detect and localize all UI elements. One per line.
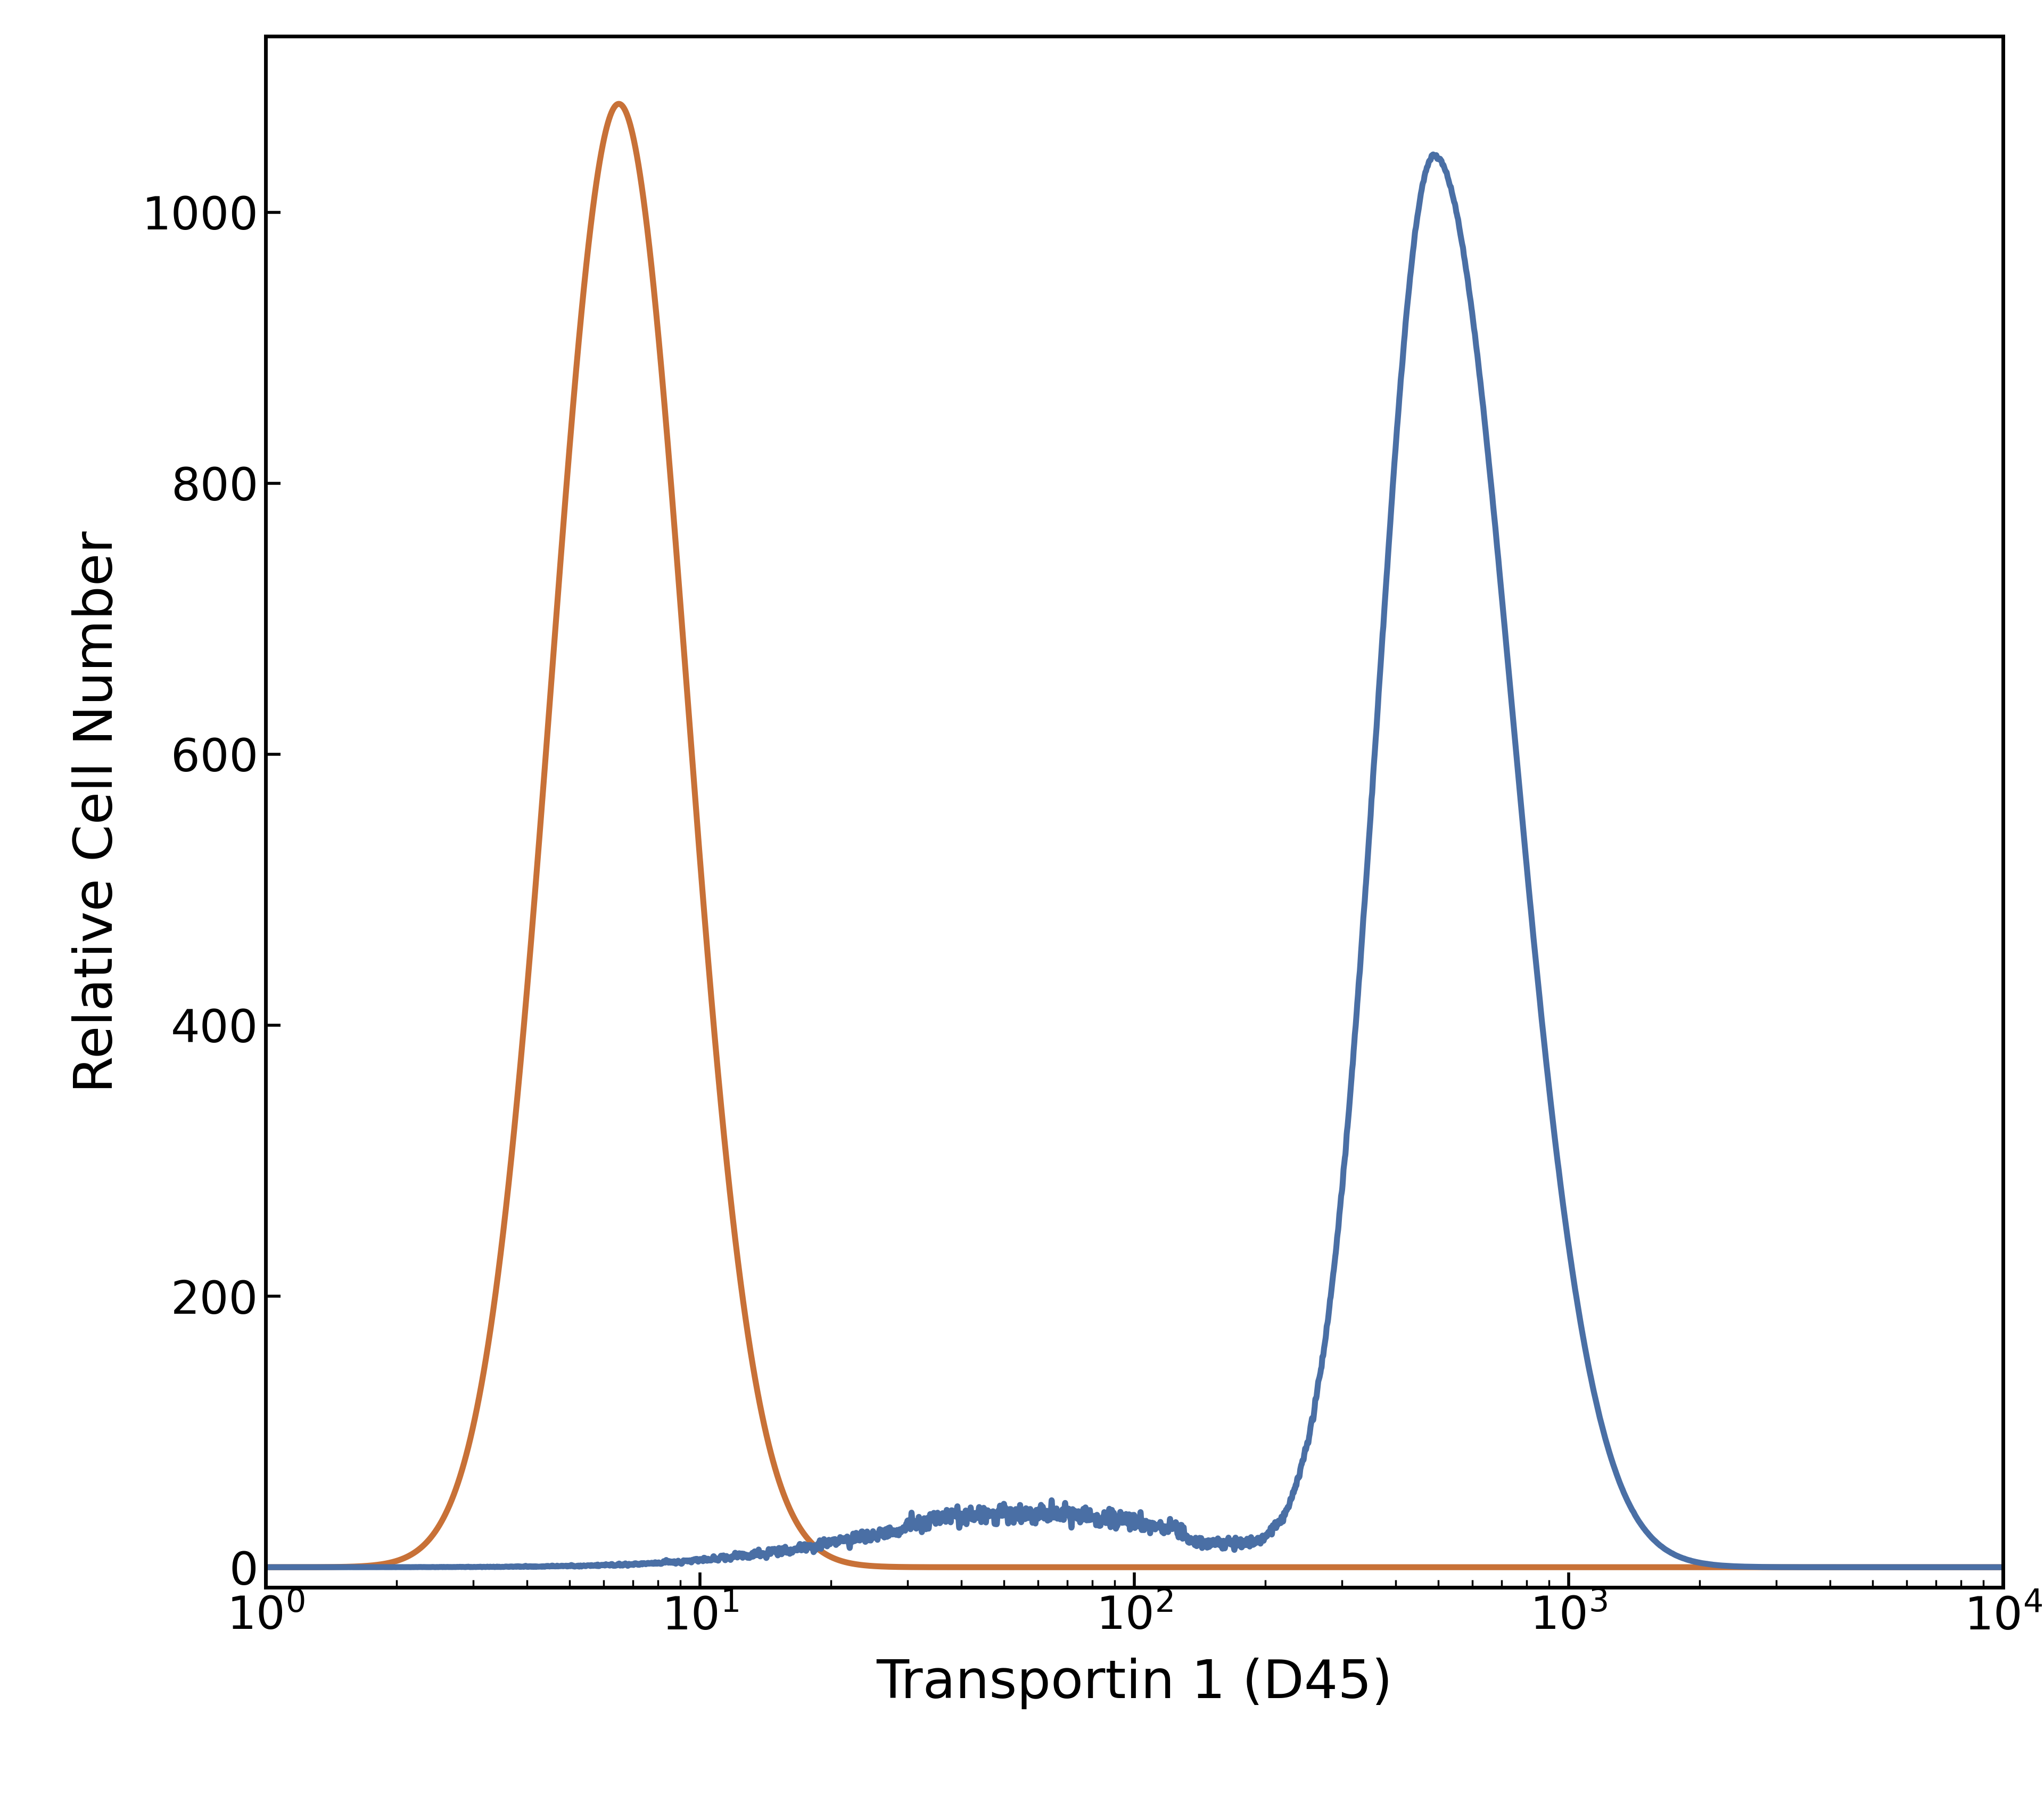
- X-axis label: Transportin 1 (D45): Transportin 1 (D45): [877, 1658, 1392, 1708]
- Y-axis label: Relative Cell Number: Relative Cell Number: [72, 530, 123, 1093]
